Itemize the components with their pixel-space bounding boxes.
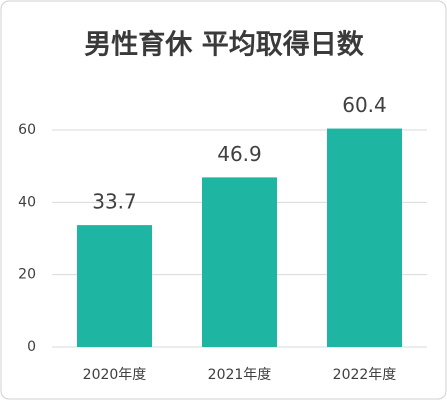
bar	[202, 177, 277, 347]
bar	[327, 128, 402, 347]
x-tick-label: 2020年度	[83, 367, 147, 383]
x-tick-label: 2021年度	[208, 367, 272, 383]
y-tick-label: 20	[18, 267, 36, 283]
bar	[77, 225, 152, 347]
data-label: 60.4	[342, 93, 387, 117]
x-tick-label: 2022年度	[333, 367, 397, 383]
data-label: 46.9	[217, 142, 262, 166]
data-label: 33.7	[92, 190, 137, 214]
chart-title: 男性育休 平均取得日数	[84, 29, 364, 61]
y-tick-label: 40	[18, 194, 36, 210]
y-tick-label: 0	[27, 339, 36, 355]
y-tick-label: 60	[18, 122, 36, 138]
